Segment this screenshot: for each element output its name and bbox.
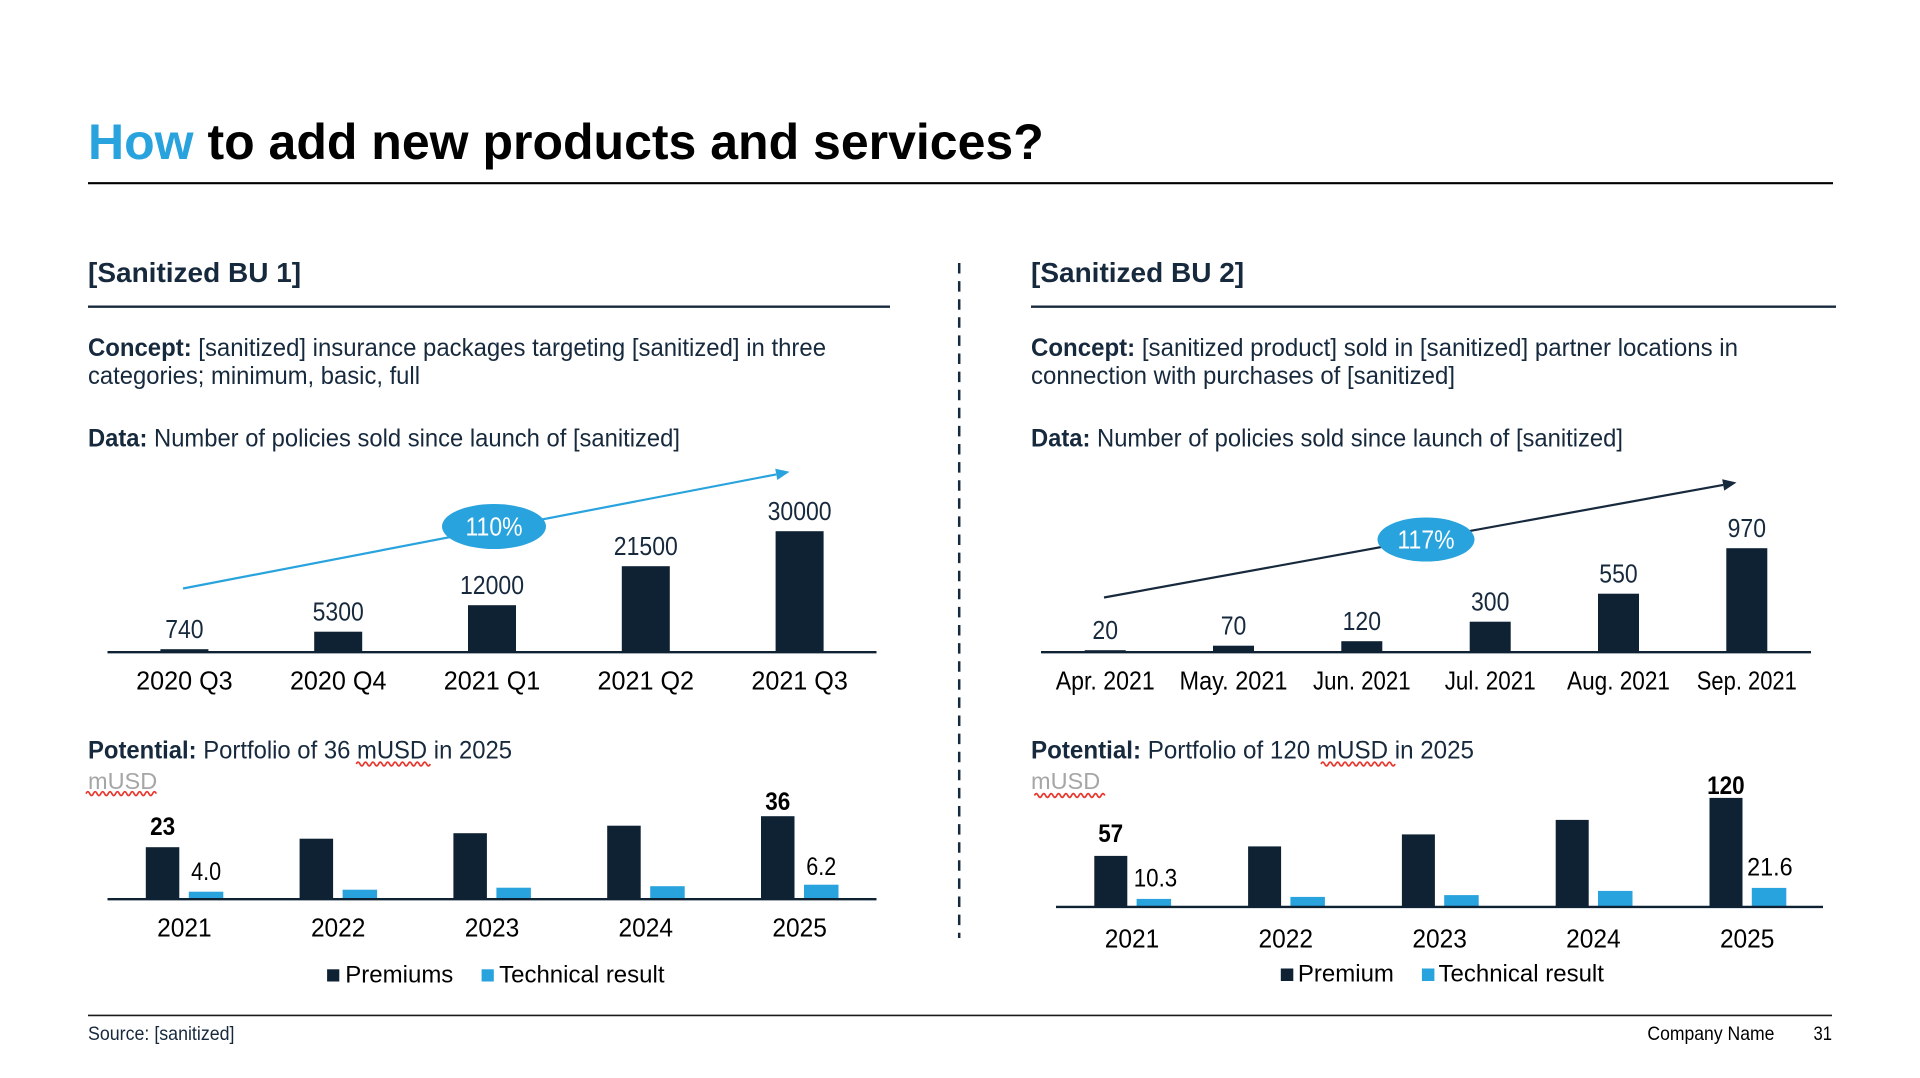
svg-text:23: 23	[150, 813, 175, 841]
svg-text:300: 300	[1471, 587, 1509, 617]
svg-text:[Sanitized BU 1]: [Sanitized BU 1]	[88, 257, 301, 288]
svg-text:Jun. 2021: Jun. 2021	[1313, 666, 1411, 696]
svg-text:2021: 2021	[157, 913, 212, 943]
svg-text:Concept: [sanitized] insurance: Concept: [sanitized] insurance packages …	[88, 334, 826, 362]
svg-text:6.2: 6.2	[806, 853, 836, 881]
svg-text:connection with purchases of [: connection with purchases of [sanitized]	[1031, 362, 1455, 390]
svg-text:12000: 12000	[460, 570, 524, 600]
svg-text:2021: 2021	[1105, 924, 1160, 954]
svg-text:2021 Q1: 2021 Q1	[444, 666, 541, 696]
svg-text:2022: 2022	[1259, 924, 1314, 954]
svg-text:Potential: Portfolio of 36 mUS: Potential: Portfolio of 36 mUSD in 2025	[88, 737, 512, 765]
svg-text:Premium: Premium	[1298, 961, 1394, 988]
svg-text:2020 Q4: 2020 Q4	[290, 666, 387, 696]
svg-text:2025: 2025	[772, 913, 827, 943]
svg-text:110%: 110%	[466, 512, 523, 542]
svg-text:31: 31	[1814, 1023, 1833, 1045]
svg-text:mUSD: mUSD	[88, 768, 157, 794]
svg-text:Data: Number of policies sold: Data: Number of policies sold since laun…	[88, 425, 680, 453]
svg-text:Company Name: Company Name	[1647, 1023, 1774, 1045]
svg-text:mUSD: mUSD	[1031, 768, 1100, 794]
svg-text:Aug. 2021: Aug. 2021	[1567, 666, 1670, 696]
svg-text:[Sanitized BU 2]: [Sanitized BU 2]	[1031, 257, 1244, 288]
svg-text:Technical result: Technical result	[1439, 961, 1605, 988]
svg-text:2024: 2024	[1566, 924, 1621, 954]
svg-text:5300: 5300	[313, 597, 364, 627]
svg-text:120: 120	[1707, 772, 1745, 800]
svg-text:2023: 2023	[465, 913, 520, 943]
svg-text:2020 Q3: 2020 Q3	[136, 666, 233, 696]
svg-text:May. 2021: May. 2021	[1180, 666, 1288, 696]
svg-text:740: 740	[165, 614, 203, 644]
svg-text:21.6: 21.6	[1747, 854, 1793, 882]
svg-text:2021 Q2: 2021 Q2	[598, 666, 695, 696]
svg-text:2022: 2022	[311, 913, 366, 943]
svg-text:How to add new products and se: How to add new products and services?	[88, 114, 1044, 170]
svg-text:Premiums: Premiums	[345, 962, 453, 989]
svg-text:120: 120	[1343, 606, 1381, 636]
svg-text:4.0: 4.0	[191, 858, 221, 886]
svg-text:Data: Number of policies sold: Data: Number of policies sold since laun…	[1031, 425, 1623, 453]
svg-text:70: 70	[1221, 611, 1247, 641]
svg-text:117%: 117%	[1398, 525, 1455, 555]
svg-text:57: 57	[1098, 820, 1123, 848]
svg-text:Concept: [sanitized product] s: Concept: [sanitized product] sold in [sa…	[1031, 334, 1738, 362]
svg-text:Sep. 2021: Sep. 2021	[1697, 666, 1797, 696]
svg-text:Technical result: Technical result	[499, 962, 665, 989]
svg-text:2021 Q3: 2021 Q3	[751, 666, 848, 696]
svg-text:2025: 2025	[1720, 924, 1775, 954]
svg-text:36: 36	[765, 788, 790, 816]
svg-text:550: 550	[1599, 559, 1637, 589]
svg-text:2023: 2023	[1412, 924, 1467, 954]
svg-text:10.3: 10.3	[1134, 865, 1178, 893]
svg-text:970: 970	[1728, 513, 1766, 543]
svg-text:21500: 21500	[614, 531, 678, 561]
svg-text:Source: [sanitized]: Source: [sanitized]	[88, 1023, 235, 1045]
svg-text:30000: 30000	[768, 496, 832, 526]
svg-text:Potential: Portfolio of 120 mU: Potential: Portfolio of 120 mUSD in 2025	[1031, 737, 1474, 765]
svg-text:2024: 2024	[619, 913, 674, 943]
svg-text:20: 20	[1092, 615, 1118, 645]
svg-text:Apr. 2021: Apr. 2021	[1056, 666, 1155, 696]
svg-text:categories; minimum, basic, fu: categories; minimum, basic, full	[88, 362, 420, 390]
svg-text:Jul. 2021: Jul. 2021	[1445, 666, 1536, 696]
